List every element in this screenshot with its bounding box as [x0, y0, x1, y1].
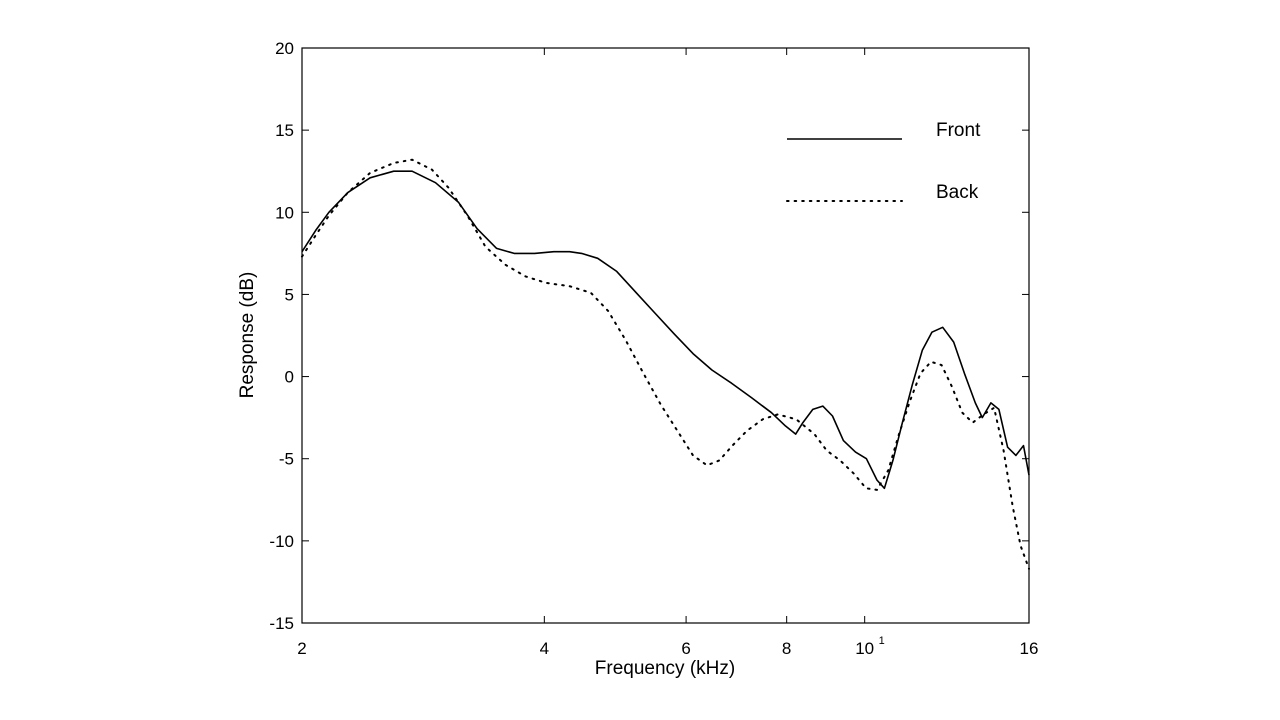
x-axis-label: Frequency (kHz): [595, 658, 735, 679]
y-tick-label: -5: [279, 450, 294, 469]
series-layer: [301, 158, 1030, 570]
y-tick-label: 20: [275, 39, 294, 58]
legend: Front Back: [786, 120, 981, 203]
y-tick-label: 0: [285, 368, 294, 387]
y-axis-label: Response (dB): [237, 272, 258, 399]
y-tick-label: -15: [269, 614, 294, 633]
legend-label-front: Front: [936, 120, 981, 141]
x-tick-label: 4: [540, 639, 549, 658]
y-tick-label: 15: [275, 121, 294, 140]
x-tick-exponent: 1: [879, 635, 885, 647]
y-tick-label: 10: [275, 203, 294, 222]
legend-label-back: Back: [936, 182, 979, 203]
x-tick-label: 8: [782, 639, 791, 658]
series-line-front: [301, 170, 1030, 490]
ticks-layer: -15 -10 -5 0 5 10 15 20 2 4 6 8 10 1 16: [269, 39, 1038, 658]
x-tick-label: 16: [1020, 639, 1039, 658]
series-line-back: [301, 158, 1030, 570]
x-tick-label: 2: [297, 639, 306, 658]
y-tick-label: -10: [269, 532, 294, 551]
x-tick-label: 10: [855, 639, 874, 658]
y-tick-label: 5: [285, 285, 294, 304]
x-tick-label: 6: [681, 639, 690, 658]
plot-frame: [301, 47, 1030, 624]
